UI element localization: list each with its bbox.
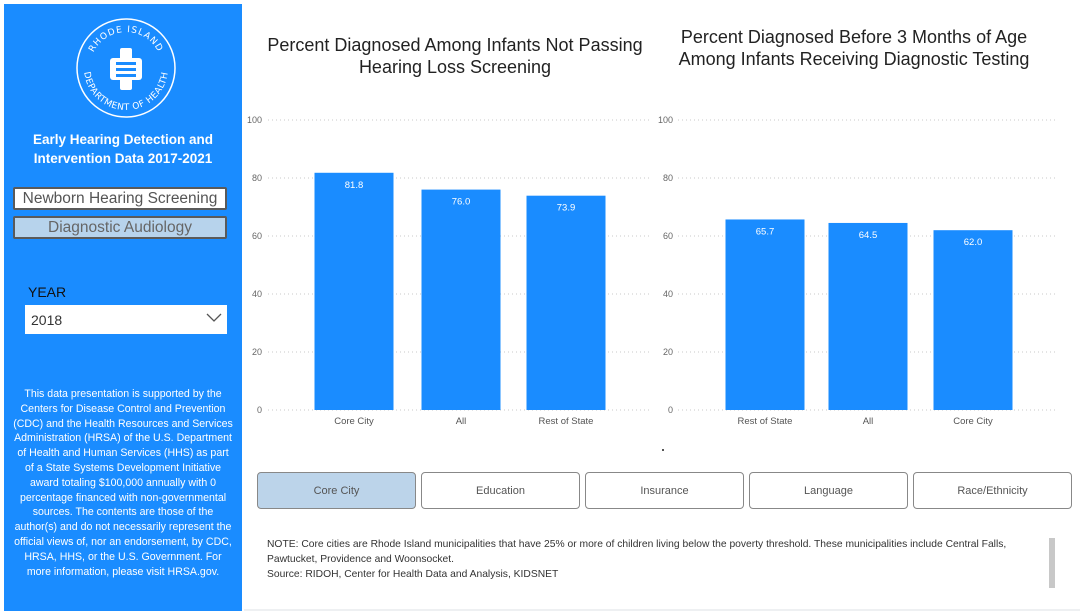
dashboard-title: Early Hearing Detection and Intervention… [32, 132, 214, 166]
chart2-title: Percent Diagnosed Before 3 Months of Age… [678, 27, 1030, 69]
filter-button-core-city[interactable]: Core City [257, 472, 416, 509]
chart2-ytick-label: 100 [658, 115, 673, 125]
chart2-bar [933, 230, 1013, 410]
newborn-hearing-screening-button[interactable]: Newborn Hearing Screening [13, 187, 227, 210]
note-line: NOTE: Core cities are Rhode Island munic… [267, 539, 1007, 565]
chart1-title: Percent Diagnosed Among Infants Not Pass… [267, 35, 643, 77]
chart1-category-label: All [456, 416, 467, 427]
filter-button-language[interactable]: Language [749, 472, 908, 509]
chart1-bar [421, 189, 501, 410]
chart1-ytick-label: 80 [252, 173, 262, 183]
year-select[interactable]: 2018 [25, 305, 227, 334]
chart2-ytick-label: 40 [663, 289, 673, 299]
chart1-category-label: Core City [334, 416, 374, 427]
year-select-value: 2018 [31, 311, 63, 328]
chart2-ytick-label: 20 [663, 347, 673, 357]
chevron-down-icon [206, 313, 222, 322]
chart2-category-label: Core City [953, 416, 993, 427]
chart2-bar [828, 222, 908, 410]
chart1-ytick-label: 100 [247, 115, 262, 125]
bottom-divider [244, 609, 1080, 611]
chart1-bar [526, 195, 606, 410]
chart2-ytick-label: 0 [668, 405, 673, 415]
logo-emblem [110, 48, 142, 90]
chart1-data-label: 81.8 [345, 180, 364, 191]
chart2-category-label: Rest of State [738, 416, 793, 427]
filter-button-race-ethnicity[interactable]: Race/Ethnicity [913, 472, 1072, 509]
chart1-data-label: 73.9 [557, 203, 576, 214]
decorative-dot [662, 449, 664, 451]
source-line: Source: RIDOH, Center for Health Data an… [267, 569, 559, 580]
chart1-bar [314, 172, 394, 410]
year-label: YEAR [28, 284, 67, 300]
chart1-ytick-label: 60 [252, 231, 262, 241]
note-text: NOTE: Core cities are Rhode Island munic… [267, 537, 1047, 582]
chart2-bar [725, 219, 805, 410]
diagnostic-audiology-button[interactable]: Diagnostic Audiology [13, 216, 227, 239]
chart1-ytick-label: 0 [257, 405, 262, 415]
chart1-data-label: 76.0 [452, 197, 471, 208]
filter-button-education[interactable]: Education [421, 472, 580, 509]
chart2-data-label: 65.7 [756, 226, 775, 237]
chart2-ytick-label: 60 [663, 231, 673, 241]
chart1-ytick-label: 40 [252, 289, 262, 299]
chart1-category-label: Rest of State [539, 416, 594, 427]
filter-button-insurance[interactable]: Insurance [585, 472, 744, 509]
ri-health-logo: RHODE ISLAND DEPARTMENT OF HEALTH [76, 18, 176, 118]
chart2-data-label: 62.0 [964, 237, 983, 248]
note-scrollbar[interactable] [1049, 538, 1055, 588]
chart2-data-label: 64.5 [859, 230, 878, 241]
chart2-category-label: All [863, 416, 874, 427]
chart2-ytick-label: 80 [663, 173, 673, 183]
sidebar: RHODE ISLAND DEPARTMENT OF HEALTH Early … [4, 4, 242, 611]
funding-disclaimer: This data presentation is supported by t… [13, 388, 233, 578]
chart1-ytick-label: 20 [252, 347, 262, 357]
